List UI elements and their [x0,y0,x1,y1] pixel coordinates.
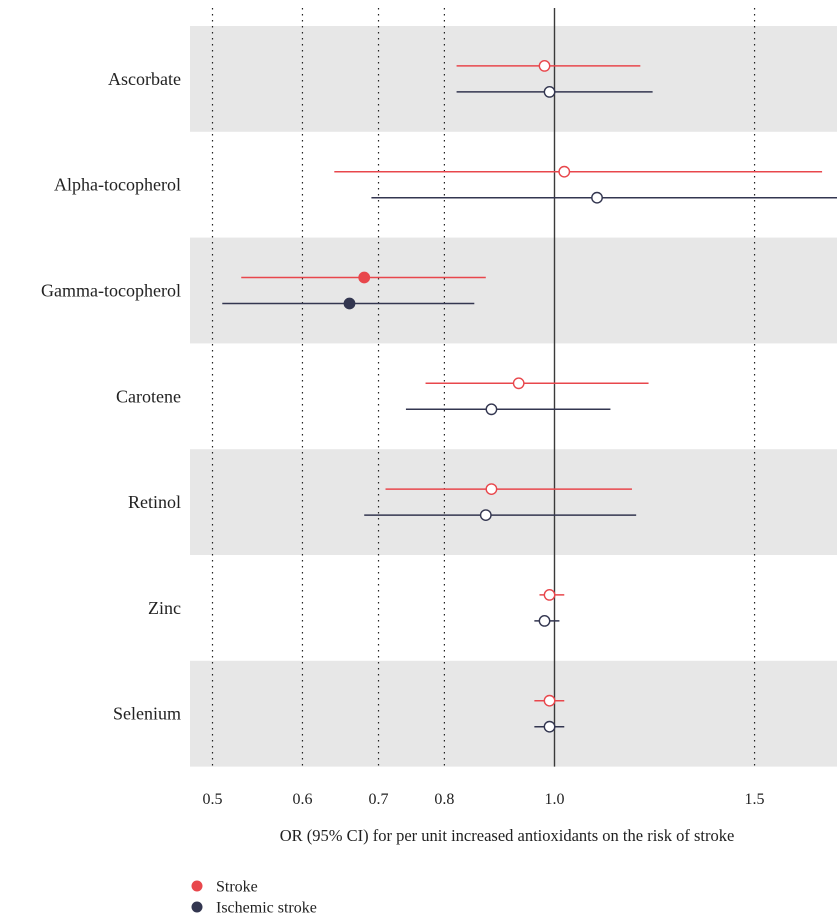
x-axis-title: OR (95% CI) for per unit increased antio… [280,826,735,845]
point-stroke-zinc [544,590,554,600]
category-labels: Ascorbate Alpha-tocopherol Gamma-tocophero… [41,69,181,724]
legend: Stroke Ischemic stroke [192,879,317,917]
point-ischemic-stroke-retinol [481,510,491,520]
x-tick-label-0-5: 0.5 [203,791,223,808]
x-tick-label-0-8: 0.8 [434,791,454,808]
category-label-zinc: Zinc [148,598,181,618]
x-tick-label-0-6: 0.6 [292,791,312,808]
category-label-selenium: Selenium [113,704,181,724]
point-estimates [344,61,602,732]
point-ischemic-stroke-zinc [539,616,549,626]
legend-label-stroke: Stroke [216,879,258,896]
point-ischemic-stroke-selenium [544,722,554,732]
x-tick-label-1-5: 1.5 [745,791,765,808]
point-stroke-ascorbate [539,61,549,71]
category-label-alpha-tocopherol: Alpha-tocopherol [54,175,181,195]
confidence-intervals [222,66,837,727]
point-ischemic-stroke-ascorbate [544,87,554,97]
point-ischemic-stroke-alpha-tocopherol [592,193,602,203]
legend-swatch-ischemic-stroke [192,902,203,913]
x-axis-ticks: 0.5 0.6 0.7 0.8 1.0 1.5 [203,791,765,808]
x-tick-label-1-0: 1.0 [545,791,565,808]
point-stroke-carotene [513,378,523,388]
row-band-retinol [190,449,837,555]
point-stroke-gamma-tocopherol [359,272,369,282]
x-tick-label-0-7: 0.7 [369,791,389,808]
point-ischemic-stroke-gamma-tocopherol [344,298,354,308]
point-stroke-retinol [486,484,496,494]
row-band-ascorbate [190,26,837,132]
row-bands [190,26,837,767]
row-band-selenium [190,661,837,767]
category-label-carotene: Carotene [116,386,181,406]
category-label-gamma-tocopherol: Gamma-tocopherol [41,281,181,301]
legend-label-ischemic-stroke: Ischemic stroke [216,900,317,917]
category-label-ascorbate: Ascorbate [108,69,181,89]
point-stroke-alpha-tocopherol [559,167,569,177]
row-band-gamma-tocopherol [190,238,837,344]
category-label-retinol: Retinol [128,492,181,512]
point-stroke-selenium [544,696,554,706]
point-ischemic-stroke-carotene [486,404,496,414]
legend-swatch-stroke [192,881,203,892]
